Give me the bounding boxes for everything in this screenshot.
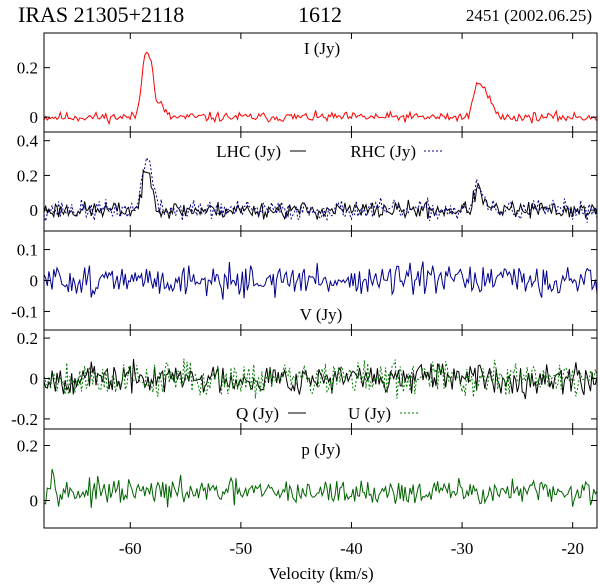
ytick-label: 0 [30, 272, 39, 291]
series-line-linear-1 [43, 358, 598, 399]
xtick-label: -40 [340, 539, 363, 558]
ytick-label: 0 [30, 201, 39, 220]
frequency-label: 1612 [298, 2, 342, 27]
ytick-label: 0 [30, 492, 39, 511]
legend-label-RHC: RHC (Jy) [350, 142, 416, 161]
series-line-V-0 [43, 261, 598, 300]
panel-label-I: I (Jy) [304, 39, 340, 58]
ytick-label: -0.2 [11, 410, 38, 429]
legend-label-Q: Q (Jy) [236, 404, 279, 423]
panel-frame-p [43, 428, 598, 529]
ytick-label: 0 [30, 108, 39, 127]
xtick-label: -60 [119, 539, 142, 558]
xtick-label: -30 [451, 539, 474, 558]
series-line-circular-0 [43, 168, 598, 221]
ytick-label: 0.2 [17, 166, 38, 185]
source-name: IRAS 21305+2118 [18, 2, 185, 27]
ytick-label: -0.1 [11, 302, 38, 321]
panel-label-V: V (Jy) [300, 305, 343, 324]
x-axis-label: Velocity (km/s) [268, 564, 373, 583]
ytick-label: 0.1 [17, 241, 38, 260]
ytick-label: 0 [30, 369, 39, 388]
legend-label-U: U (Jy) [348, 404, 391, 423]
ytick-label: 0.2 [17, 437, 38, 456]
series-line-circular-1 [43, 156, 598, 223]
panel-label-p: p (Jy) [301, 440, 340, 459]
ytick-label: 0.2 [17, 329, 38, 348]
legend-label-LHC: LHC (Jy) [216, 142, 281, 161]
epoch-label: 2451 (2002.06.25) [465, 6, 592, 25]
series-line-p-0 [43, 468, 598, 508]
xtick-label: -50 [230, 539, 253, 558]
ytick-label: 0.4 [17, 132, 39, 151]
xtick-label: -20 [561, 539, 584, 558]
series-line-I-0 [43, 51, 598, 126]
ytick-label: 0.2 [17, 59, 38, 78]
